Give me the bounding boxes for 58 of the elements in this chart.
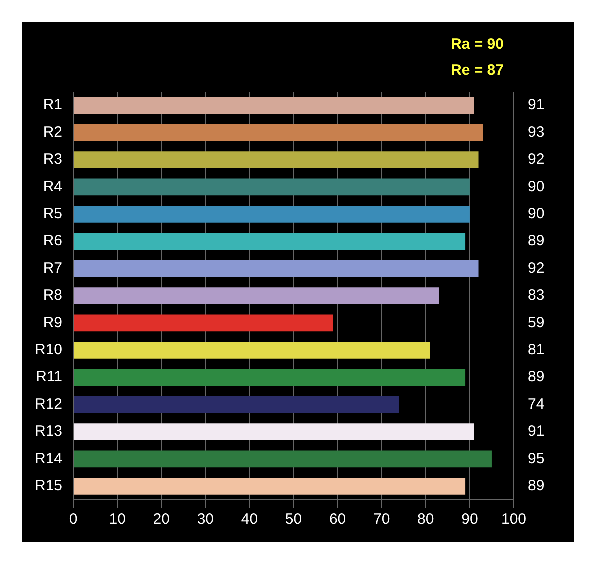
x-tick-label: 80 — [418, 511, 434, 528]
y-tick-label: R9 — [43, 314, 63, 332]
data-label: 91 — [528, 96, 545, 114]
x-tick-label: 20 — [153, 511, 170, 528]
data-label: 95 — [528, 450, 545, 468]
x-tick-label: 0 — [69, 511, 78, 528]
x-tick-label: 30 — [197, 511, 214, 528]
data-label: 89 — [528, 232, 545, 250]
bar — [74, 124, 484, 142]
data-label: 81 — [528, 342, 545, 359]
x-tick-label: 50 — [285, 511, 302, 528]
y-tick-label: R15 — [34, 478, 63, 495]
y-tick-label: R3 — [43, 151, 63, 168]
bar — [74, 152, 479, 168]
y-tick-label: R1 — [43, 96, 63, 114]
data-label: 91 — [528, 423, 545, 440]
y-tick-label: R8 — [43, 287, 63, 304]
y-tick-label: R5 — [43, 206, 63, 223]
data-label: 93 — [528, 124, 545, 141]
x-tick-label: 100 — [501, 511, 527, 528]
bar — [74, 178, 470, 196]
y-tick-label: R14 — [34, 450, 63, 468]
bar — [74, 450, 492, 468]
data-label: 92 — [528, 260, 545, 277]
bar — [74, 314, 334, 332]
bar — [74, 233, 466, 250]
data-label: 74 — [528, 396, 545, 413]
data-label: 90 — [528, 206, 545, 223]
y-tick-label: R7 — [43, 260, 63, 277]
y-tick-label: R4 — [43, 178, 63, 196]
data-label: 92 — [528, 151, 545, 168]
data-label: 83 — [528, 287, 545, 304]
x-tick-label: 90 — [462, 511, 478, 528]
bar — [74, 288, 440, 304]
bar — [74, 396, 400, 414]
x-tick-label: 60 — [329, 511, 346, 528]
x-tick-label: 70 — [374, 511, 390, 528]
y-tick-label: R13 — [34, 423, 63, 440]
y-tick-label: R2 — [43, 124, 63, 141]
bar — [74, 478, 466, 495]
x-tick-label: 10 — [109, 511, 126, 528]
x-tick-label: 40 — [241, 511, 258, 528]
bar — [74, 342, 430, 359]
data-label: 89 — [528, 478, 545, 495]
bar — [74, 97, 474, 114]
data-label: 90 — [528, 178, 545, 196]
bar — [74, 206, 470, 223]
y-tick-label: R11 — [36, 368, 63, 386]
bar — [74, 369, 466, 386]
bar — [74, 260, 479, 278]
data-label: 89 — [528, 368, 545, 386]
bar — [74, 424, 474, 440]
y-tick-label: R12 — [34, 396, 63, 413]
data-label: 59 — [528, 314, 545, 332]
text: Ra = 90 — [451, 35, 504, 55]
y-tick-label: R6 — [43, 232, 63, 250]
text: Re = 87 — [451, 61, 504, 81]
y-tick-label: R10 — [34, 342, 63, 359]
